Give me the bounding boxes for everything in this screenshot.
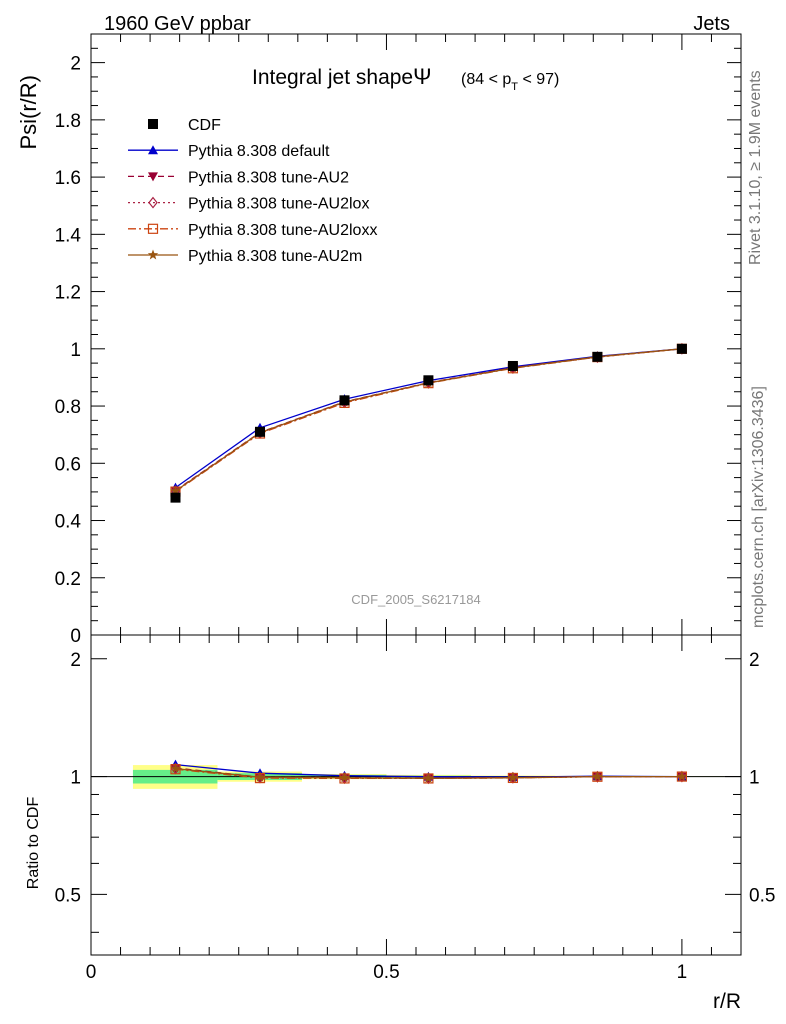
- series-line-pythia-8-308-tune-au2loxx: [175, 348, 682, 493]
- data-point-cdf: [339, 395, 350, 406]
- data-point-pythia-8-308-tune-au2m: [170, 485, 181, 496]
- ratio-point-pythia-8-308-tune-au2m: [254, 771, 266, 782]
- ratio-x-tick-label: 1: [677, 962, 688, 983]
- header-energy-label: 1960 GeV ppbar: [104, 13, 251, 35]
- main-x-axis: [90, 34, 742, 635]
- ratio-point-pythia-8-308-tune-au2m: [339, 772, 350, 783]
- chart-title-main: Integral jet shape: [252, 66, 413, 89]
- ratio-x-tick-label: 0.5: [373, 962, 399, 983]
- mcplots-credit-label: mcplots.cern.ch [arXiv:1306.3436]: [750, 386, 767, 628]
- main-y-tick-label: 0.6: [55, 454, 81, 475]
- chart-title-range-sub: T: [511, 81, 518, 93]
- main-series-group: [170, 342, 688, 503]
- rivet-version-label: Rivet 3.1.10, ≥ 1.9M events: [747, 70, 764, 265]
- main-y-tick-label: 1.2: [55, 283, 81, 304]
- ratio-point-pythia-8-308-tune-au2m: [592, 771, 603, 782]
- ratio-y-tick-label-right: 1: [749, 768, 760, 789]
- main-y-tick-label: 0.2: [55, 569, 81, 590]
- ratio-y-tick-label: 2: [70, 650, 81, 671]
- series-line-pythia-8-308-tune-au2m: [175, 348, 682, 492]
- ratio-y-tick-label-right: 0.5: [749, 885, 775, 906]
- ratio-series-group: [170, 759, 688, 785]
- legend-label-pythia-8-308-tune-au2m: Pythia 8.308 tune-AU2m: [188, 248, 362, 265]
- main-y-axis-label: Psi(r/R): [16, 75, 41, 150]
- analysis-watermark: CDF_2005_S6217184: [351, 592, 480, 607]
- data-point-cdf: [255, 426, 265, 437]
- chart-title-range-pre: (84 < p: [461, 71, 511, 88]
- chart-title-range-post: < 97): [518, 71, 559, 88]
- series-line-pythia-8-308-tune-au2lox: [175, 348, 682, 492]
- legend: CDF Pythia 8.308 default Pythia 8.308 tune…: [128, 117, 377, 265]
- chart-title-text: Integral jet shapeΨ: [252, 64, 432, 89]
- ratio-y-tick-label-right: 2: [749, 650, 760, 671]
- legend-marker-pythia-8-308-tune-au2lox: [148, 196, 158, 209]
- main-y-tick-label: 2: [70, 54, 81, 75]
- chart-title-range: (84 < pT < 97): [461, 71, 559, 93]
- ratio-point-pythia-8-308-tune-au2m: [423, 772, 434, 783]
- main-y-tick-label: 1.6: [55, 168, 81, 189]
- main-y-tick-label: 0.4: [55, 512, 82, 533]
- header-process-label: Jets: [693, 13, 730, 35]
- legend-marker-cdf: [148, 119, 158, 129]
- legend-label-pythia-8-308-tune-au2lox: Pythia 8.308 tune-AU2lox: [188, 196, 369, 213]
- ratio-x-axis: 0 0.5 1: [86, 635, 742, 983]
- series-line-pythia-8-308-default: [175, 348, 682, 489]
- chart-title: Integral jet shapeΨ (84 < pT < 97): [252, 64, 559, 93]
- main-y-tick-label: 0.8: [55, 397, 81, 418]
- legend-marker-pythia-8-308-default: [148, 145, 158, 155]
- data-point-cdf: [592, 351, 603, 362]
- main-y-tick-label: 1.8: [55, 111, 81, 132]
- main-panel: 0 0.2 0.4 0.6 0.8 1 1.2 1.4 1.6 1.8 2 Psi(r/R) Int…: [16, 33, 742, 647]
- legend-label-pythia-8-308-tune-au2: Pythia 8.308 tune-AU2: [188, 169, 349, 186]
- data-point-cdf: [507, 360, 518, 371]
- legend-label-pythia-8-308-default: Pythia 8.308 default: [188, 143, 330, 160]
- ratio-point-pythia-8-308-tune-au2m: [507, 772, 519, 783]
- ratio-panel: 0.5 0.51 12 2 0 0.5 1 Ratio to CDF r/R: [25, 634, 775, 1013]
- series-line-pythia-8-308-tune-au2: [175, 348, 682, 492]
- legend-marker-pythia-8-308-tune-au2loxx: [147, 223, 159, 234]
- data-point-cdf: [170, 492, 181, 503]
- ratio-panel-frame: [90, 634, 742, 956]
- ratio-point-pythia-8-308-tune-au2m: [676, 771, 688, 782]
- ratio-y-axis: 0.5 0.5 1 1 2 2: [55, 650, 775, 933]
- main-y-tick-label: 1.4: [55, 225, 82, 246]
- chart-title-symbol: Ψ: [413, 64, 431, 89]
- data-point-cdf: [423, 375, 434, 386]
- ratio-y-axis-label: Ratio to CDF: [25, 797, 42, 890]
- data-point-cdf: [676, 343, 687, 354]
- main-y-tick-label: 0: [70, 626, 81, 647]
- ratio-y-tick-label: 0.5: [55, 885, 81, 906]
- ratio-point-pythia-8-308-tune-au2m: [170, 763, 181, 774]
- main-y-axis: 0 0.2 0.4 0.6 0.8 1 1.2 1.4 1.6 1.8 2: [55, 33, 741, 647]
- ratio-y-tick-label: 1: [70, 768, 81, 789]
- legend-marker-pythia-8-308-tune-au2m: [147, 249, 159, 260]
- legend-label-cdf: CDF: [188, 117, 221, 134]
- main-y-tick-label: 1: [70, 340, 81, 361]
- ratio-x-tick-label: 0: [86, 962, 97, 983]
- legend-marker-pythia-8-308-tune-au2: [148, 172, 158, 182]
- x-axis-label: r/R: [713, 990, 741, 1013]
- legend-label-pythia-8-308-tune-au2loxx: Pythia 8.308 tune-AU2loxx: [188, 222, 377, 239]
